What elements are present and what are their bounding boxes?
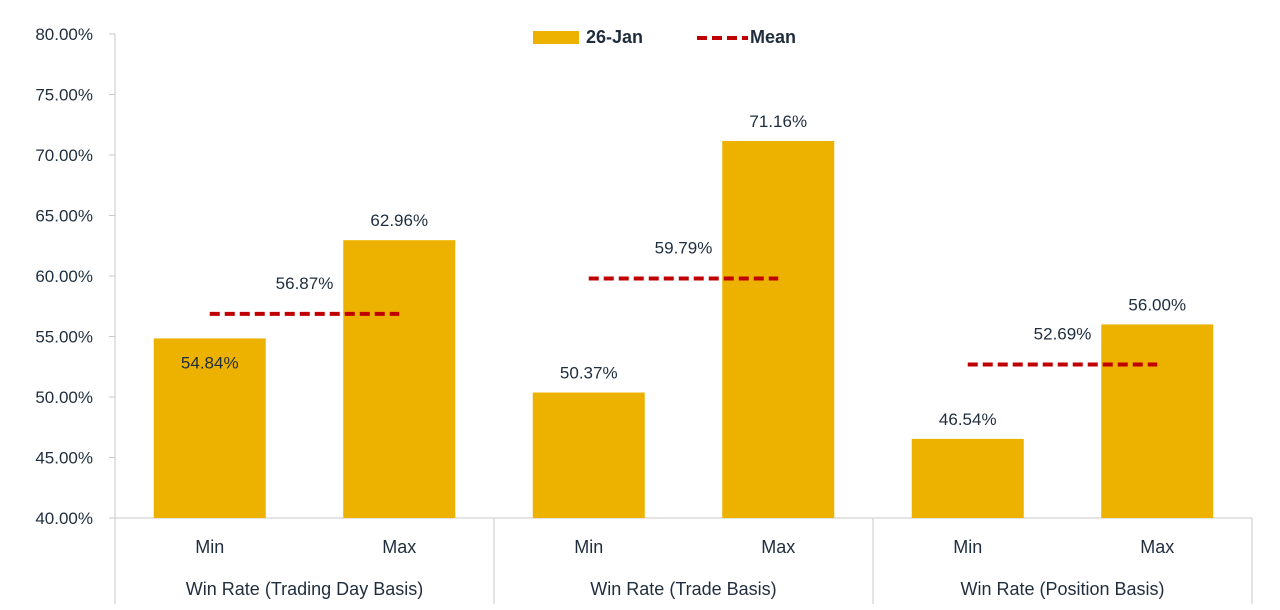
bar-value-label: 50.37% <box>560 364 618 383</box>
category-label: Min <box>953 537 982 557</box>
y-tick-label: 70.00% <box>35 146 93 165</box>
legend: 26-Jan Mean <box>533 27 796 47</box>
legend-label-26-jan: 26-Jan <box>586 27 643 47</box>
bar-min <box>153 338 266 518</box>
bar-value-label: 71.16% <box>749 112 807 131</box>
category-label: Min <box>195 537 224 557</box>
group-label: Win Rate (Trade Basis) <box>590 579 776 599</box>
group-label: Win Rate (Trading Day Basis) <box>186 579 423 599</box>
bar-value-label: 54.84% <box>181 353 239 372</box>
mean-lines <box>209 276 1158 367</box>
axes: 40.00% 45.00% 50.00% 55.00% 60.00% 65.00% 70.0… <box>35 25 1253 604</box>
bars <box>153 140 1214 519</box>
bar-value-label: 46.54% <box>939 410 997 429</box>
bar-min <box>532 392 645 518</box>
y-tick-label: 45.00% <box>35 449 93 468</box>
bar-min <box>911 438 1024 518</box>
category-label: Min <box>574 537 603 557</box>
bar-max <box>722 140 835 519</box>
data-labels: 54.84% 62.96% 56.87% 50.37% 71.16% 59.79% 46.5… <box>181 112 1186 429</box>
bar-max <box>343 240 456 518</box>
legend-swatch-26-jan <box>533 31 579 44</box>
bar-value-label: 56.00% <box>1128 295 1186 314</box>
y-tick-label: 40.00% <box>35 509 93 528</box>
y-tick-label: 75.00% <box>35 86 93 105</box>
category-label: Max <box>761 537 795 557</box>
mean-value-label: 56.87% <box>276 274 334 293</box>
mean-value-label: 59.79% <box>655 239 713 258</box>
y-tick-label: 50.00% <box>35 388 93 407</box>
category-label: Max <box>382 537 416 557</box>
y-tick-label: 55.00% <box>35 328 93 347</box>
legend-label-mean: Mean <box>750 27 796 47</box>
mean-value-label: 52.69% <box>1034 324 1092 343</box>
y-tick-label: 80.00% <box>35 25 93 44</box>
bar-value-label: 62.96% <box>370 211 428 230</box>
y-tick-label: 65.00% <box>35 207 93 226</box>
bar-max <box>1101 324 1214 518</box>
category-label: Max <box>1140 537 1174 557</box>
y-tick-label: 60.00% <box>35 267 93 286</box>
group-label: Win Rate (Position Basis) <box>960 579 1164 599</box>
